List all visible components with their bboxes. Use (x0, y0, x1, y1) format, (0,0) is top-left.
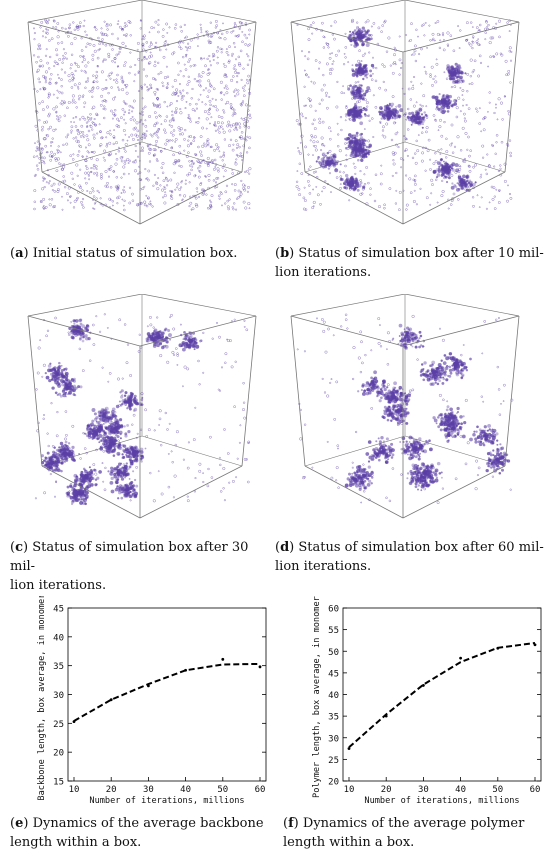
backbone-ytick-label: 35 (53, 662, 64, 672)
polymer-data-point (347, 747, 351, 750)
caption-f: (f) Dynamics of the average polymer leng… (283, 816, 525, 850)
backbone-xtick-label: 10 (69, 785, 80, 795)
polymer-xtick-label: 10 (344, 785, 355, 795)
backbone-xlabel: Number of iterations, millions (89, 796, 244, 806)
backbone-ytick-label: 20 (53, 749, 64, 759)
polymer-xtick-label: 50 (492, 785, 503, 795)
backbone-data-point (109, 698, 113, 702)
polymer-ylabel: Polymer length, box average, in monomers (312, 596, 322, 798)
polymer-xtick-label: 40 (455, 785, 466, 795)
caption-e-text: Dynamics of the average backbone (32, 816, 264, 831)
polymer-data-point (422, 684, 425, 687)
caption-c-text2: lion iterations. (10, 578, 107, 593)
backbone-xtick-label: 20 (106, 785, 117, 795)
caption-e-text2: length within a box. (10, 835, 142, 850)
polymer-ytick-label: 50 (328, 648, 339, 658)
backbone-xtick-label: 30 (143, 785, 154, 795)
caption-c-text: Status of simulation box after 30 mil- (10, 540, 249, 574)
backbone-ytick-label: 45 (53, 605, 64, 615)
caption-c-letter: c (15, 540, 23, 555)
polymer-ytick-label: 20 (328, 778, 339, 788)
backbone-data-point (72, 720, 76, 724)
simulation-box-60m (290, 294, 520, 519)
caption-b: (b) Status of simulation box after 10 mi… (275, 246, 544, 280)
caption-c: (c) Status of simulation box after 30 mi… (10, 540, 249, 593)
polymer-data-point (533, 643, 537, 647)
caption-f-text: Dynamics of the average polymer (302, 816, 525, 831)
polymer-ytick-label: 60 (328, 605, 339, 615)
backbone-ytick-label: 40 (53, 633, 64, 643)
backbone-data-point (184, 668, 188, 672)
backbone-ylabel: Backbone length, box average, in monomer… (37, 596, 47, 801)
polymer-ytick-label: 40 (328, 691, 339, 701)
polymer-ytick-label: 35 (328, 713, 339, 723)
backbone-data-point (147, 684, 150, 688)
backbone-xtick-label: 50 (217, 785, 228, 795)
caption-e-letter: e (15, 816, 24, 831)
backbone-ytick-label: 25 (53, 720, 64, 730)
backbone-plot-frame (67, 607, 267, 782)
caption-d-text: Status of simulation box after 60 mil- (298, 540, 544, 555)
simulation-box-10m (290, 0, 520, 225)
backbone-length-chart: 15 20 25 30 35 40 45 10 20 30 40 50 60 Number of iter… (37, 596, 267, 806)
backbone-ytick-label: 15 (53, 778, 64, 788)
backbone-ytick-label: 30 (53, 691, 64, 701)
caption-a-letter: a (15, 246, 24, 261)
simulation-box-initial (27, 0, 257, 225)
caption-b-text2: lion iterations. (275, 265, 372, 280)
backbone-xtick-label: 40 (180, 785, 191, 795)
polymer-xtick-label: 20 (381, 785, 392, 795)
polymer-ytick-label: 25 (328, 756, 339, 766)
polymer-xlabel: Number of iterations, millions (364, 796, 519, 806)
caption-d: (d) Status of simulation box after 60 mi… (275, 540, 544, 574)
caption-d-letter: d (280, 540, 290, 555)
backbone-data-point (258, 665, 262, 669)
polymer-ytick-label: 55 (328, 626, 339, 636)
polymer-ytick-label: 30 (328, 734, 339, 744)
caption-f-letter: f (288, 816, 294, 831)
caption-f-text2: length within a box. (283, 835, 415, 850)
caption-a: (a) Initial status of simulation box. (10, 246, 238, 261)
polymer-ytick-label: 45 (328, 669, 339, 679)
polymer-xtick-label: 30 (418, 785, 429, 795)
backbone-series-line (73, 662, 261, 722)
backbone-xtick-label: 60 (255, 785, 266, 795)
polymer-data-point (496, 646, 500, 650)
polymer-series-line (348, 642, 536, 749)
polymer-length-chart: 20 25 30 35 40 45 50 55 60 10 20 30 40 50 60 Number of … (312, 596, 542, 806)
polymer-data-point (459, 656, 462, 660)
caption-b-text: Status of simulation box after 10 mil- (298, 246, 544, 261)
simulation-box-30m (27, 294, 257, 519)
polymer-data-point (384, 714, 388, 718)
polymer-xtick-label: 60 (530, 785, 541, 795)
polymer-plot-frame (342, 607, 542, 782)
caption-d-text2: lion iterations. (275, 559, 372, 574)
caption-a-text: Initial status of simulation box. (32, 246, 238, 261)
caption-e: (e) Dynamics of the average backbone len… (10, 816, 264, 850)
backbone-data-point (221, 657, 225, 661)
caption-b-letter: b (280, 246, 290, 261)
